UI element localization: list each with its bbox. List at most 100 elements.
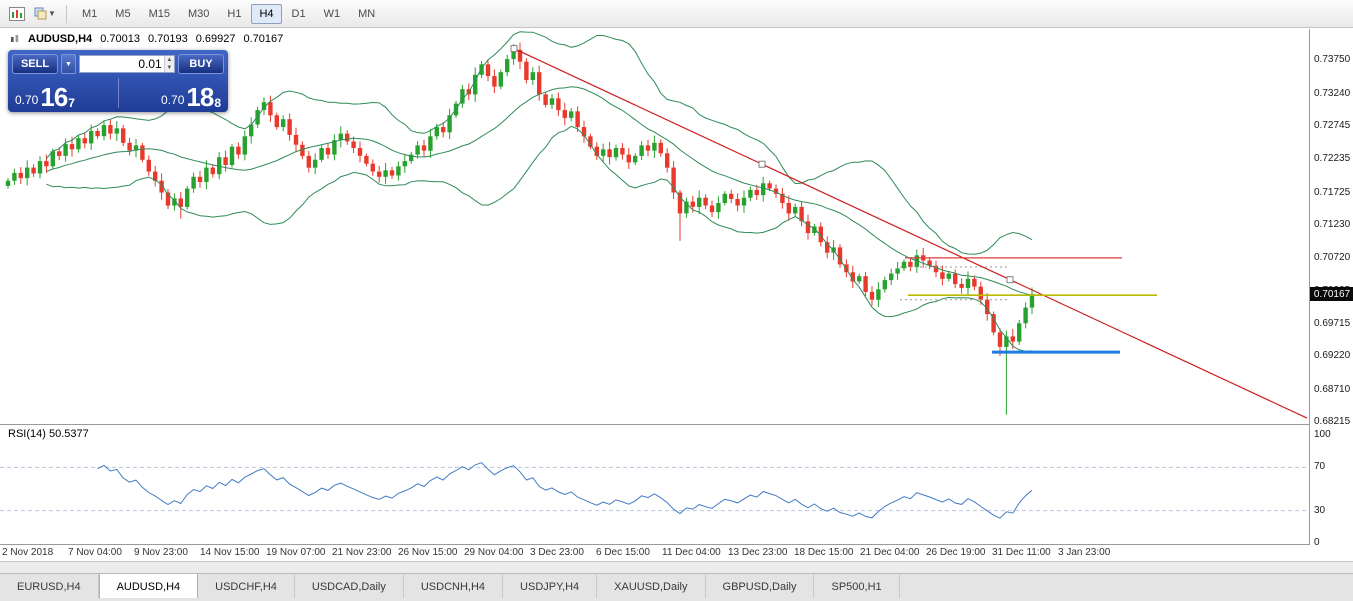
sell-price-prefix: 0.70 bbox=[15, 93, 39, 107]
date-axis-label: 19 Nov 07:00 bbox=[266, 547, 326, 558]
date-axis-label: 2 Nov 2018 bbox=[2, 547, 54, 558]
chart-header: AUDUSD,H4 0.70013 0.70193 0.69927 0.7016… bbox=[10, 33, 283, 45]
timeframe-button-m15[interactable]: M15 bbox=[148, 7, 170, 20]
date-axis-label: 9 Nov 23:00 bbox=[134, 547, 188, 558]
rsi-axis-label: 100 bbox=[1314, 429, 1331, 440]
sell-price-display[interactable]: 0.70 16 7 bbox=[15, 82, 75, 112]
date-axis-label: 29 Nov 04:00 bbox=[464, 547, 524, 558]
bollinger-lower-band bbox=[46, 125, 1033, 352]
chart-tab-usdcad-daily[interactable]: USDCAD,Daily bbox=[294, 574, 404, 599]
chevron-down-icon: ▼ bbox=[48, 9, 56, 18]
timeframe-button-d1[interactable]: D1 bbox=[291, 7, 306, 20]
timeframe-button-m30[interactable]: M30 bbox=[187, 7, 210, 20]
chart-tab-xauusd-daily[interactable]: XAUUSD,Daily bbox=[597, 574, 706, 599]
chart-tab-sp500-h1[interactable]: SP500,H1 bbox=[814, 574, 900, 599]
price-axis-label: 0.72745 bbox=[1314, 119, 1351, 131]
toolbar: ▼ M1 M5 M15 M30 H1 H4 D1 W1 MN bbox=[0, 0, 1353, 28]
chart-tab-eurusd-h4[interactable]: EURUSD,H4 bbox=[0, 574, 99, 599]
trendline-anchor-marker[interactable] bbox=[1006, 276, 1014, 284]
rsi-axis-label: 0 bbox=[1314, 537, 1320, 548]
volume-input[interactable] bbox=[80, 56, 164, 72]
ohlc-low: 0.69927 bbox=[195, 33, 236, 45]
status-strip bbox=[0, 561, 1353, 574]
order-options-button[interactable]: ▼ bbox=[61, 54, 76, 74]
descending-trendline[interactable] bbox=[513, 48, 1308, 419]
date-axis-label: 7 Nov 04:00 bbox=[68, 547, 122, 558]
trendline-anchor-marker[interactable] bbox=[758, 160, 766, 168]
price-axis-label: 0.73240 bbox=[1314, 87, 1351, 99]
price-axis-label: 0.71230 bbox=[1314, 219, 1351, 231]
rsi-indicator-pane[interactable] bbox=[0, 425, 1309, 544]
sell-price-sup: 7 bbox=[68, 96, 75, 110]
ohlc-high: 0.70193 bbox=[147, 33, 188, 45]
candlesticks-layer bbox=[5, 42, 1035, 415]
buy-price-prefix: 0.70 bbox=[161, 93, 185, 107]
timeframe-button-h1[interactable]: H1 bbox=[227, 7, 242, 20]
sell-price-big: 16 bbox=[40, 82, 68, 112]
price-axis-label: 0.71725 bbox=[1314, 186, 1351, 198]
sell-button[interactable]: SELL bbox=[12, 54, 58, 74]
chart-tab-gbpusd-daily[interactable]: GBPUSD,Daily bbox=[705, 574, 815, 599]
volume-increase-button[interactable]: ▲ bbox=[164, 56, 174, 64]
chart-tab-audusd-h4[interactable]: AUDUSD,H4 bbox=[98, 574, 199, 599]
buy-price-big: 18 bbox=[186, 82, 214, 112]
trendline-anchor-marker[interactable] bbox=[510, 45, 518, 53]
date-axis-label: 3 Dec 23:00 bbox=[530, 547, 584, 558]
pane-divider[interactable] bbox=[0, 424, 1353, 425]
timeframe-button-h4[interactable]: H4 bbox=[251, 3, 282, 24]
rsi-chart[interactable] bbox=[0, 425, 1309, 544]
rsi-axis-label: 30 bbox=[1314, 504, 1326, 516]
volume-spinner: ▲ ▼ bbox=[163, 56, 174, 72]
chart-icon bbox=[9, 6, 25, 21]
timeframe-button-mn[interactable]: MN bbox=[358, 7, 376, 20]
date-axis-label: 21 Dec 04:00 bbox=[860, 547, 920, 558]
timeframe-button-w1[interactable]: W1 bbox=[323, 7, 341, 20]
rsi-indicator-label: RSI(14) 50.5377 bbox=[8, 428, 89, 440]
buy-price-sup: 8 bbox=[214, 96, 221, 110]
chevron-down-icon: ▼ bbox=[65, 60, 72, 68]
price-axis[interactable]: 0.73750 0.73240 0.72745 0.72235 0.71725 0.712… bbox=[1309, 29, 1353, 561]
chart-tab-usdcnh-h4[interactable]: USDCNH,H4 bbox=[403, 574, 504, 599]
ohlc-close: 0.70167 bbox=[243, 33, 284, 45]
volume-decrease-button[interactable]: ▼ bbox=[164, 64, 174, 72]
current-price-box: 0.70167 bbox=[1310, 287, 1353, 302]
buy-button[interactable]: BUY bbox=[178, 54, 224, 74]
price-axis-label: 0.69715 bbox=[1314, 318, 1351, 330]
date-axis-label: 11 Dec 04:00 bbox=[662, 547, 721, 558]
date-axis-label: 26 Nov 15:00 bbox=[398, 547, 458, 558]
price-axis-label: 0.72235 bbox=[1314, 153, 1351, 165]
price-divider bbox=[117, 78, 119, 108]
rsi-axis-label: 70 bbox=[1314, 461, 1326, 473]
chart-tab-usdjpy-h4[interactable]: USDJPY,H4 bbox=[503, 574, 598, 599]
rsi-line bbox=[97, 462, 1033, 519]
volume-field: ▲ ▼ bbox=[79, 55, 175, 73]
chart-window-button[interactable] bbox=[4, 3, 30, 25]
price-axis-label: 0.73750 bbox=[1314, 54, 1351, 66]
ohlc-open: 0.70013 bbox=[100, 33, 140, 45]
templates-button[interactable]: ▼ bbox=[32, 3, 58, 25]
timeframe-buttons: M1 M5 M15 M30 H1 H4 D1 W1 MN bbox=[73, 3, 384, 24]
date-axis-label: 13 Dec 23:00 bbox=[728, 547, 788, 558]
chart-tab-bar: EURUSD,H4 AUDUSD,H4 USDCHF,H4 USDCAD,Daily U… bbox=[0, 573, 1353, 599]
buy-price-display[interactable]: 0.70 18 8 bbox=[161, 82, 221, 112]
date-axis-label: 18 Dec 15:00 bbox=[794, 547, 854, 558]
price-axis-label: 0.68215 bbox=[1314, 416, 1351, 428]
symbol-icon bbox=[11, 35, 19, 42]
bollinger-middle-band bbox=[46, 86, 1033, 296]
date-axis-label: 3 Jan 23:00 bbox=[1058, 547, 1111, 558]
price-axis-label: 0.70720 bbox=[1314, 252, 1351, 264]
main-chart[interactable] bbox=[0, 29, 1309, 424]
timeframe-button-m1[interactable]: M1 bbox=[82, 7, 98, 20]
date-axis[interactable]: 2 Nov 2018 7 Nov 04:00 9 Nov 23:00 14 Nov 1… bbox=[0, 545, 1353, 561]
date-axis-label: 6 Dec 15:00 bbox=[596, 547, 650, 558]
chart-symbol-label: AUDUSD,H4 bbox=[28, 33, 93, 45]
price-axis-label: 0.69220 bbox=[1314, 350, 1351, 362]
toolbar-separator bbox=[66, 4, 67, 23]
price-axis-label: 0.68710 bbox=[1314, 383, 1351, 395]
pane-divider bbox=[0, 544, 1353, 545]
layers-icon bbox=[34, 7, 47, 20]
timeframe-button-m5[interactable]: M5 bbox=[115, 7, 131, 20]
chart-tab-usdchf-h4[interactable]: USDCHF,H4 bbox=[198, 574, 295, 599]
